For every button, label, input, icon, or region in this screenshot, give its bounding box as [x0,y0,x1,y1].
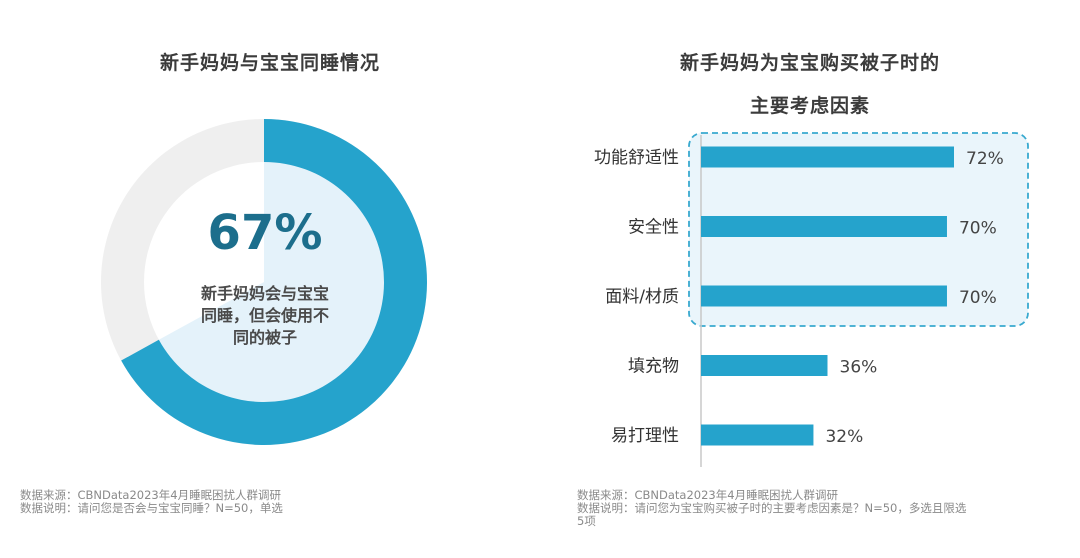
donut-chart [100,119,427,445]
bar [701,355,828,376]
category-label: 填充物 [628,357,679,377]
right-source-note: 数据来源：CBNData2023年4月睡眠困扰人群调研 [577,488,839,502]
bar [701,216,947,237]
right-data-note-cont: 5项 [577,514,596,528]
category-label: 安全性 [628,218,679,238]
bar [701,285,947,307]
bar-chart: 功能舒适性 72% 安全性 70% 面料/材质 70% 填充物 36% 易打理性 32% [594,132,1029,467]
bar [701,424,814,446]
left-data-note: 数据说明：请问您是否会与宝宝同睡？N=50，单选 [20,501,283,515]
donut-chart-title: 新手妈妈与宝宝同睡情况 [159,52,380,74]
right-data-note: 数据说明：请问您为宝宝购买被子时的主要考虑因素是？N=50，多选且限选 [577,501,967,515]
bar-value-label: 36% [840,358,878,378]
left-source-note: 数据来源：CBNData2023年4月睡眠困扰人群调研 [20,488,282,502]
donut-center-value: 67% [207,205,323,261]
bar-value-label: 70% [959,219,997,239]
bar [701,146,954,168]
bar-value-label: 72% [966,149,1004,169]
category-label: 面料/材质 [605,287,679,307]
donut-center-label-line: 同睡，但会使用不 [200,306,329,325]
donut-center-label-line: 同的被子 [232,328,297,347]
category-label: 易打理性 [611,426,679,446]
bar-chart-panel: 新手妈妈为宝宝购买被子时的 主要考虑因素 功能舒适性 72% 安全性 70% 面料/材质… [540,0,1080,558]
donut-center-label: 新手妈妈会与宝宝 同睡，但会使用不 同的被子 [170,283,360,349]
bar-value-label: 70% [959,288,997,308]
donut-center-label-line: 新手妈妈会与宝宝 [200,284,329,303]
bar-chart-title-line-2: 主要考虑因素 [749,95,870,117]
right-footnote: 数据来源：CBNData2023年4月睡眠困扰人群调研 数据说明：请问您为宝宝购… [577,489,966,528]
bar-value-label: 32% [825,427,863,447]
left-footnote: 数据来源：CBNData2023年4月睡眠困扰人群调研 数据说明：请问您是否会与… [20,489,283,515]
donut-chart-panel: 新手妈妈与宝宝同睡情况 67% 新手妈妈会与宝宝 同睡，但会使用不 同的被子 数… [20,52,427,515]
donut-inner-wedge [158,162,384,403]
category-label: 功能舒适性 [594,148,679,168]
bar-chart-title-line-1: 新手妈妈为宝宝购买被子时的 [679,52,940,74]
